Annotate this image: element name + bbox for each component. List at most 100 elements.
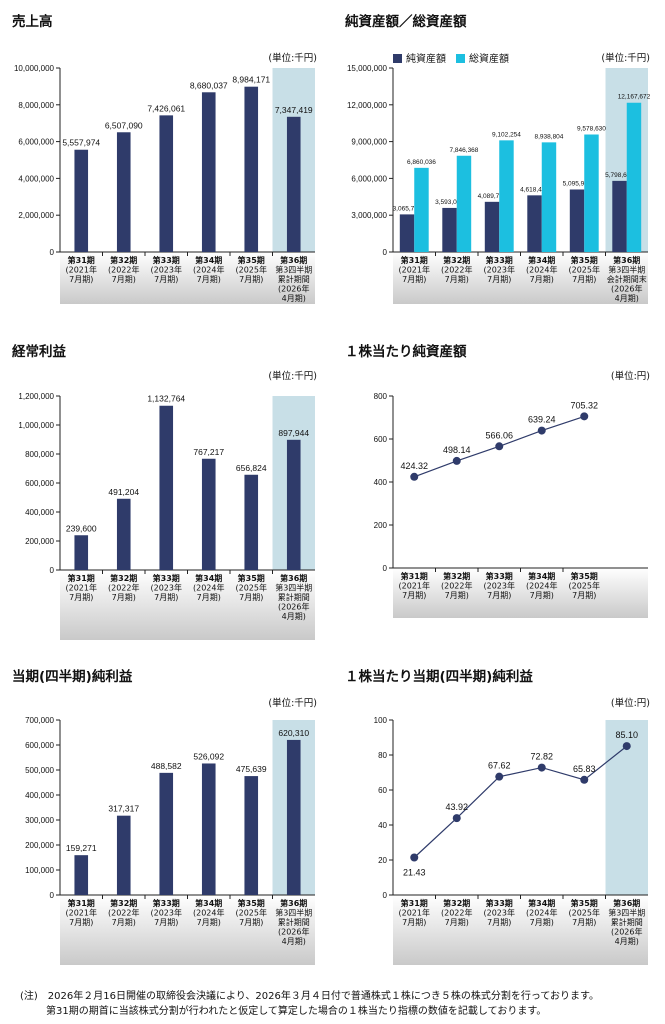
data-point (452, 814, 461, 823)
bar (569, 189, 585, 252)
chart-assets: 0 3,000,000 6,000,000 9,000,000 12,000,000 15… (347, 64, 651, 304)
y-tick-label: 600,000 (25, 479, 54, 488)
bar (74, 855, 89, 895)
data-label: 8,984,171 (232, 75, 270, 85)
x-tick-label: 第33期(2023年 7月期) (151, 255, 182, 284)
x-tick-label: 第33期(2023年 7月期) (151, 898, 182, 927)
y-tick-label: 60 (378, 786, 387, 795)
y-tick-label: 1,000,000 (18, 421, 54, 430)
bar (414, 167, 429, 252)
category-band (393, 252, 648, 304)
data-label: 897,944 (278, 428, 309, 438)
x-tick-label: 第31期(2021年 7月期) (399, 571, 430, 600)
x-tick-label: 第36期第3四半期累計期間(2026年 4月期) (608, 898, 645, 946)
legend-item-total-assets: 総資産額 (456, 50, 509, 65)
y-tick-label: 12,000,000 (347, 101, 388, 110)
chart-panel-net-income: 当期(四半期)純利益 (単位:千円) 0 100,000 200,000 300,00… (12, 665, 317, 975)
data-label: 475,639 (236, 764, 267, 774)
y-tick-label: 10,000,000 (14, 64, 55, 73)
bar (201, 763, 216, 895)
y-tick-label: 600 (374, 435, 388, 444)
chart-net-income: 0 100,000 200,000 300,000 400,000 500,000 600,… (25, 716, 315, 965)
bar (201, 92, 216, 252)
x-tick-label: 第31期(2021年 7月期) (399, 898, 430, 927)
y-tick-label: 400,000 (25, 791, 54, 800)
y-tick-label: 0 (383, 564, 388, 573)
y-tick-label: 15,000,000 (347, 64, 388, 73)
x-tick-label: 第35期(2025年 7月期) (569, 255, 600, 284)
y-tick-label: 0 (383, 248, 388, 257)
data-label: 21.43 (403, 867, 426, 877)
data-label: 498.14 (443, 445, 471, 455)
data-point (495, 772, 504, 781)
data-label: 65.83 (573, 764, 596, 774)
data-label: 72.82 (530, 752, 553, 762)
x-tick-label: 第32期(2022年 7月期) (108, 898, 139, 927)
data-label: 7,846,368 (450, 147, 479, 154)
y-tick-label: 6,000,000 (351, 174, 387, 183)
bar (159, 772, 174, 895)
bar (527, 195, 542, 252)
y-tick-label: 200,000 (25, 841, 54, 850)
x-tick-label: 第35期(2025年 7月期) (569, 571, 600, 600)
bar (584, 134, 599, 252)
bar (244, 86, 259, 252)
data-label: 7,347,419 (275, 105, 313, 115)
data-label: 67.62 (488, 761, 511, 771)
x-tick-label: 第34期(2024年 7月期) (193, 255, 224, 284)
x-tick-label: 第33期(2023年 7月期) (484, 898, 515, 927)
bar (244, 776, 259, 895)
chart-sales: 0 2,000,000 4,000,000 6,000,000 8,000,000 10,… (14, 64, 315, 304)
data-label: 6,507,090 (105, 120, 143, 130)
category-band (60, 570, 315, 640)
unit-label: (単位:円) (610, 371, 650, 382)
data-label: 317,317 (108, 804, 139, 814)
bar (399, 214, 415, 252)
data-label: 8,938,804 (535, 133, 564, 140)
x-tick-label: 第33期(2023年 7月期) (151, 573, 182, 602)
y-tick-label: 6,000,000 (18, 138, 54, 147)
bar (612, 180, 627, 252)
y-tick-label: 80 (378, 751, 387, 760)
y-tick-label: 1,200,000 (18, 392, 54, 401)
data-point (622, 742, 631, 751)
chart-bps: 0 200 400 600 800 第31期(2021年 7月期) 第32期(2022年 7月期… (374, 392, 648, 618)
y-tick-label: 9,000,000 (351, 138, 387, 147)
data-label: 491,204 (108, 487, 139, 497)
data-point (580, 775, 589, 784)
chart-legend: 純資産額 総資産額 (393, 50, 509, 65)
data-label: 8,680,037 (190, 80, 228, 90)
y-tick-label: 100,000 (25, 866, 54, 875)
chart-panel-eps: １株当たり当期(四半期)純利益 (単位:円) 0 20 40 60 80 100 第31期(… (345, 665, 650, 975)
data-label: 656,824 (236, 463, 267, 473)
data-label: 5,557,974 (62, 138, 100, 148)
data-label: 3,065,708 (393, 205, 422, 212)
data-label: 488,582 (151, 761, 182, 771)
data-label: 620,310 (278, 728, 309, 738)
data-label: 5,095,907 (563, 180, 592, 187)
bar (116, 132, 131, 252)
chart-panel-ordinary-income: 経常利益 (単位:千円) 0 200,000 400,000 600,000 800,0… (12, 340, 317, 645)
x-tick-label: 第33期(2023年 7月期) (484, 571, 515, 600)
category-band (60, 895, 315, 965)
chart-title: 売上高 (12, 14, 53, 30)
series-line (413, 745, 628, 858)
unit-label: (単位:千円) (601, 53, 650, 64)
data-point (410, 472, 419, 481)
x-tick-label: 第32期(2022年 7月期) (441, 898, 472, 927)
data-point (495, 442, 504, 451)
chart-title: 当期(四半期)純利益 (12, 669, 133, 685)
bar (484, 201, 500, 252)
bar (442, 207, 457, 252)
y-tick-label: 700,000 (25, 716, 54, 725)
x-tick-label: 第36期第3四半期会計期間末(2026年 4月期) (607, 255, 647, 303)
category-band (393, 895, 648, 965)
x-tick-label: 第35期(2025年 7月期) (236, 898, 267, 927)
y-tick-label: 200 (374, 521, 388, 530)
x-tick-label: 第33期(2023年 7月期) (484, 255, 515, 284)
data-label: 12,167,672 (618, 94, 651, 101)
y-tick-label: 400,000 (25, 508, 54, 517)
data-label: 159,271 (66, 843, 97, 853)
data-label: 7,426,061 (147, 103, 185, 113)
data-label: 705.32 (570, 400, 598, 410)
